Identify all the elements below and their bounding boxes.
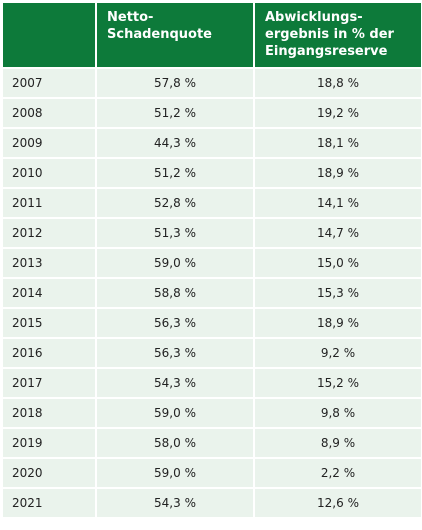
- cell-year: 2016: [3, 339, 95, 367]
- header-net-loss-ratio: Netto- Schadenquote: [97, 3, 253, 67]
- table-body: 2007 57,8 % 18,8 % 2008 51,2 % 19,2 % 2009 44,3…: [3, 69, 421, 517]
- cell-year: 2014: [3, 279, 95, 307]
- cell-net-loss-ratio: 58,8 %: [97, 279, 253, 307]
- table-row: 2019 58,0 % 8,9 %: [3, 429, 421, 457]
- cell-net-loss-ratio: 54,3 %: [97, 369, 253, 397]
- cell-run-off-result: 18,1 %: [255, 129, 421, 157]
- header-run-off-result: Abwicklungs- ergebnis in % der Eingangsr…: [255, 3, 421, 67]
- header-run-off-result-label: Abwicklungs- ergebnis in % der Eingangsr…: [265, 10, 394, 59]
- table-row: 2009 44,3 % 18,1 %: [3, 129, 421, 157]
- header-year: [3, 3, 95, 67]
- table-row: 2020 59,0 % 2,2 %: [3, 459, 421, 487]
- table-header: Netto- Schadenquote Abwicklungs- ergebni…: [3, 3, 421, 67]
- cell-run-off-result: 12,6 %: [255, 489, 421, 517]
- cell-run-off-result: 2,2 %: [255, 459, 421, 487]
- header-row: Netto- Schadenquote Abwicklungs- ergebni…: [3, 3, 421, 67]
- cell-net-loss-ratio: 59,0 %: [97, 459, 253, 487]
- cell-year: 2009: [3, 129, 95, 157]
- cell-run-off-result: 15,2 %: [255, 369, 421, 397]
- cell-year: 2017: [3, 369, 95, 397]
- cell-net-loss-ratio: 59,0 %: [97, 249, 253, 277]
- cell-year: 2018: [3, 399, 95, 427]
- cell-run-off-result: 9,8 %: [255, 399, 421, 427]
- cell-year: 2012: [3, 219, 95, 247]
- cell-year: 2008: [3, 99, 95, 127]
- cell-net-loss-ratio: 57,8 %: [97, 69, 253, 97]
- cell-net-loss-ratio: 59,0 %: [97, 399, 253, 427]
- cell-run-off-result: 8,9 %: [255, 429, 421, 457]
- cell-net-loss-ratio: 54,3 %: [97, 489, 253, 517]
- cell-year: 2007: [3, 69, 95, 97]
- cell-year: 2010: [3, 159, 95, 187]
- table-row: 2013 59,0 % 15,0 %: [3, 249, 421, 277]
- table-row: 2021 54,3 % 12,6 %: [3, 489, 421, 517]
- cell-net-loss-ratio: 52,8 %: [97, 189, 253, 217]
- table-row: 2017 54,3 % 15,2 %: [3, 369, 421, 397]
- cell-net-loss-ratio: 44,3 %: [97, 129, 253, 157]
- cell-run-off-result: 18,9 %: [255, 159, 421, 187]
- cell-net-loss-ratio: 51,2 %: [97, 159, 253, 187]
- loss-ratio-table: Netto- Schadenquote Abwicklungs- ergebni…: [1, 1, 422, 519]
- cell-year: 2021: [3, 489, 95, 517]
- cell-year: 2011: [3, 189, 95, 217]
- table-row: 2015 56,3 % 18,9 %: [3, 309, 421, 337]
- cell-net-loss-ratio: 56,3 %: [97, 339, 253, 367]
- table-row: 2008 51,2 % 19,2 %: [3, 99, 421, 127]
- cell-net-loss-ratio: 51,3 %: [97, 219, 253, 247]
- cell-run-off-result: 18,8 %: [255, 69, 421, 97]
- cell-year: 2020: [3, 459, 95, 487]
- header-net-loss-ratio-label: Netto- Schadenquote: [107, 10, 212, 42]
- cell-net-loss-ratio: 51,2 %: [97, 99, 253, 127]
- cell-year: 2015: [3, 309, 95, 337]
- cell-run-off-result: 9,2 %: [255, 339, 421, 367]
- table-row: 2012 51,3 % 14,7 %: [3, 219, 421, 247]
- cell-year: 2013: [3, 249, 95, 277]
- cell-year: 2019: [3, 429, 95, 457]
- table-row: 2010 51,2 % 18,9 %: [3, 159, 421, 187]
- table-row: 2016 56,3 % 9,2 %: [3, 339, 421, 367]
- cell-net-loss-ratio: 58,0 %: [97, 429, 253, 457]
- table-row: 2018 59,0 % 9,8 %: [3, 399, 421, 427]
- cell-run-off-result: 15,0 %: [255, 249, 421, 277]
- table-row: 2011 52,8 % 14,1 %: [3, 189, 421, 217]
- cell-run-off-result: 18,9 %: [255, 309, 421, 337]
- cell-run-off-result: 14,7 %: [255, 219, 421, 247]
- cell-run-off-result: 15,3 %: [255, 279, 421, 307]
- cell-net-loss-ratio: 56,3 %: [97, 309, 253, 337]
- table-row: 2007 57,8 % 18,8 %: [3, 69, 421, 97]
- cell-run-off-result: 19,2 %: [255, 99, 421, 127]
- cell-run-off-result: 14,1 %: [255, 189, 421, 217]
- table-row: 2014 58,8 % 15,3 %: [3, 279, 421, 307]
